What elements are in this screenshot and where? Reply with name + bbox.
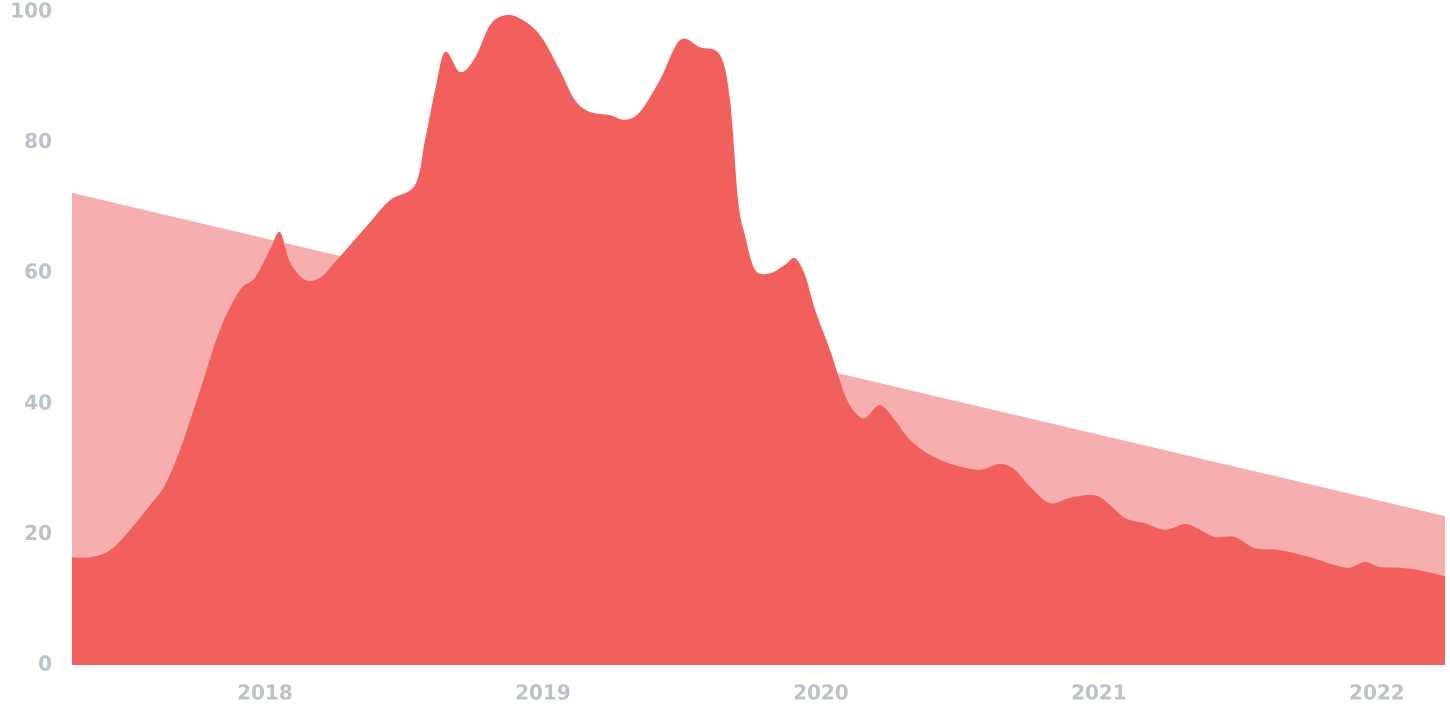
y-tick-label: 20 bbox=[24, 521, 52, 545]
x-tick-label: 2020 bbox=[793, 681, 849, 705]
y-tick-label: 40 bbox=[24, 390, 52, 414]
y-tick-label: 80 bbox=[24, 129, 52, 153]
x-tick-label: 2021 bbox=[1071, 681, 1127, 705]
y-tick-label: 0 bbox=[38, 652, 52, 676]
x-tick-label: 2018 bbox=[237, 681, 293, 705]
x-tick-label: 2022 bbox=[1349, 681, 1405, 705]
x-tick-label: 2019 bbox=[515, 681, 571, 705]
y-tick-label: 60 bbox=[24, 260, 52, 284]
area bbox=[72, 14, 1445, 666]
y-tick-label: 100 bbox=[10, 0, 52, 23]
